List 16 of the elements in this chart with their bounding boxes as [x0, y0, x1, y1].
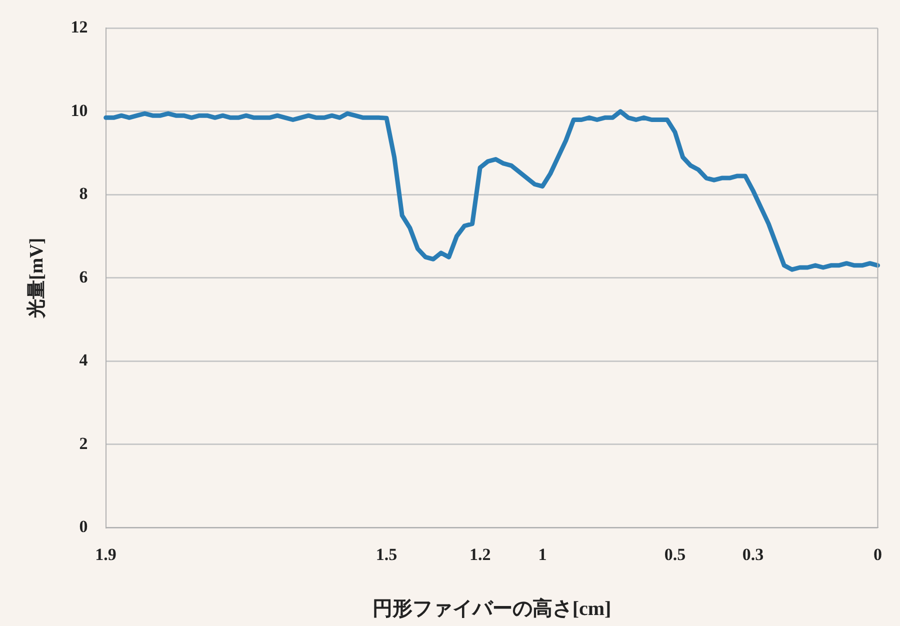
x-tick-label: 1.2	[469, 545, 491, 564]
x-tick-label: 0.5	[664, 545, 686, 564]
y-tick-label: 6	[79, 267, 88, 286]
y-tick-label: 8	[79, 184, 88, 204]
x-tick-label: 1.5	[376, 545, 398, 564]
y-axis-title: 光量[mV]	[25, 238, 48, 319]
y-tick-label: 4	[79, 350, 88, 370]
y-tick-label: 10	[70, 100, 88, 120]
x-axis-title: 円形ファイバーの高さ[cm]	[372, 597, 612, 620]
y-tick-label: 12	[70, 18, 88, 37]
x-tick-label: 0.3	[742, 545, 764, 564]
x-tick-label: 1.9	[95, 545, 116, 564]
y-tick-label: 0	[79, 516, 88, 536]
x-tick-label: 1	[538, 545, 547, 564]
x-tick-label: 0	[874, 545, 882, 564]
y-tick-label: 2	[79, 434, 88, 453]
